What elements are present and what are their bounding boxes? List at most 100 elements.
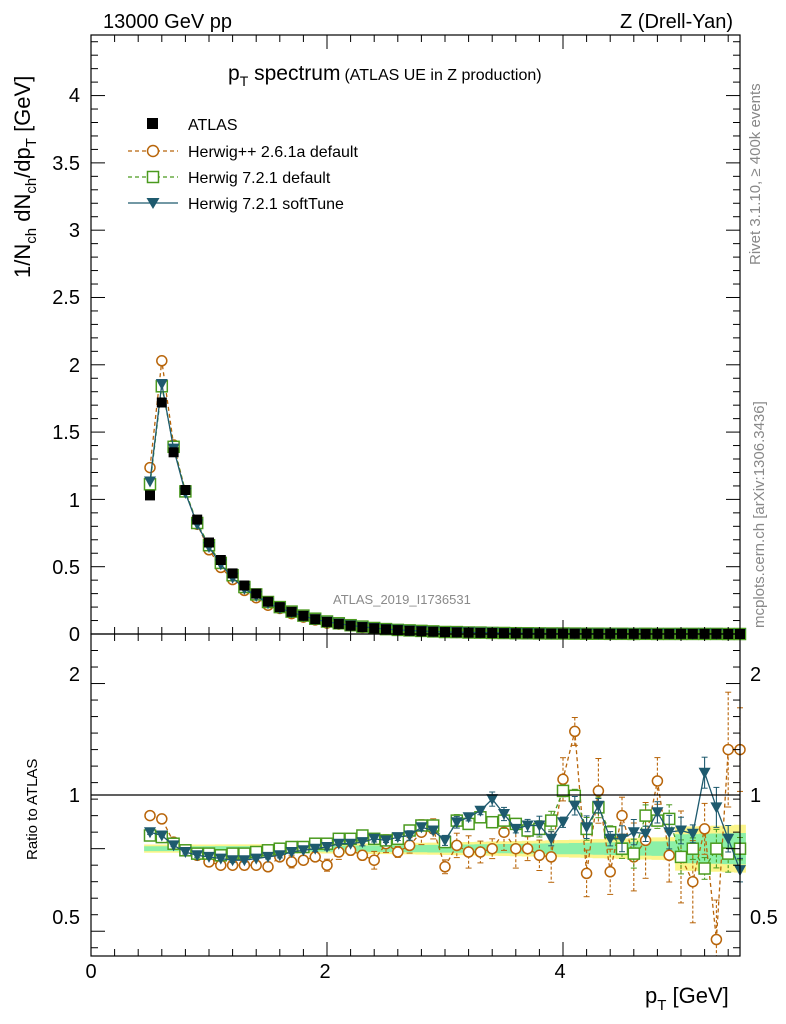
- ratio-uncertainty-bands: [144, 824, 746, 873]
- x-tick-label: 4: [554, 961, 565, 983]
- ratio-point-herwig721: [639, 809, 652, 822]
- ratio-point-herwigpp: [545, 851, 557, 863]
- ratio-point-herwigpp: [569, 725, 581, 738]
- ratio-point-softtune: [356, 837, 369, 849]
- main-point-atlas: [215, 555, 226, 565]
- ratio-point-herwigpp: [439, 861, 451, 873]
- ratio-point-softtune: [285, 847, 298, 858]
- ratio-point-herwigpp: [533, 849, 546, 862]
- ratio-point-softtune: [521, 820, 534, 832]
- y-tick-label: 2: [69, 355, 80, 377]
- ratio-point-herwigpp: [297, 854, 310, 866]
- mcplots-label: mcplots.cern.ch [arXiv:1306.3436]: [751, 401, 768, 628]
- ratio-point-herwigpp: [710, 933, 723, 946]
- y-tick-label: 0: [69, 624, 80, 646]
- ratio-tick-label-right: 2: [750, 664, 761, 686]
- ratio-point-softtune: [486, 794, 499, 806]
- ratio-point-herwigpp: [403, 839, 416, 852]
- main-point-softtune: [155, 379, 168, 390]
- main-point-atlas: [168, 447, 179, 458]
- ratio-point-herwigpp: [687, 875, 699, 888]
- process-label: Z (Drell-Yan): [620, 11, 733, 33]
- main-point-herwigpp: [156, 355, 168, 367]
- ratio-point-softtune: [568, 800, 581, 812]
- ratio-point-herwig721: [710, 842, 723, 855]
- main-point-atlas: [263, 596, 273, 607]
- ratio-point-herwig721: [485, 815, 499, 829]
- ratio-point-herwigpp: [486, 842, 498, 855]
- main-point-herwigpp: [144, 461, 156, 474]
- ratio-tick-label-right: 1: [750, 785, 761, 807]
- ratio-point-softtune: [533, 820, 546, 832]
- ratio-point-softtune: [604, 833, 617, 845]
- main-point-atlas: [204, 537, 214, 548]
- ratio-point-softtune: [415, 822, 428, 834]
- main-point-atlas: [227, 568, 238, 579]
- main-point-atlas: [298, 610, 309, 621]
- main-point-atlas: [451, 627, 462, 638]
- x-axis-label: pT [GeV]: [645, 983, 729, 1014]
- ratio-point-herwig721: [627, 847, 641, 860]
- ratio-tick-label: 0.5: [52, 907, 80, 929]
- y-tick-label: 3.5: [52, 153, 80, 175]
- legend-herwigpp-marker: [146, 144, 160, 158]
- ratio-point-herwigpp: [262, 861, 274, 873]
- analysis-watermark: ATLAS_2019_I1736531: [333, 592, 471, 607]
- y-tick-label: 2.5: [52, 287, 80, 309]
- main-point-atlas: [357, 622, 368, 633]
- ratio-point-softtune: [557, 817, 569, 829]
- ratio-point-herwigpp: [510, 842, 522, 855]
- ratio-point-herwigpp: [285, 856, 298, 868]
- main-point-softtune: [144, 476, 156, 488]
- ratio-band-stat: [144, 833, 746, 865]
- main-point-atlas: [404, 625, 415, 636]
- main-point-atlas: [475, 627, 486, 638]
- x-tick-label: 0: [85, 961, 96, 983]
- ratio-tick-label: 2: [69, 664, 80, 686]
- ratio-point-herwigpp: [356, 849, 369, 862]
- ratio-point-softtune: [498, 809, 510, 820]
- ratio-point-herwigpp: [392, 846, 404, 858]
- ratio-point-herwig721: [698, 862, 711, 875]
- ratio-point-softtune: [439, 835, 451, 847]
- main-point-atlas: [428, 626, 439, 637]
- ratio-point-softtune: [155, 830, 168, 842]
- ratio-point-softtune: [427, 825, 440, 837]
- ratio-point-herwigpp: [557, 773, 569, 786]
- ratio-point-softtune: [545, 833, 558, 845]
- ratio-point-softtune: [450, 817, 463, 829]
- ratio-point-softtune: [309, 843, 322, 855]
- ratio-point-softtune: [663, 827, 676, 839]
- legend-atlas-label: ATLAS: [188, 117, 238, 134]
- ratio-point-softtune: [675, 825, 687, 837]
- plot-title: pT spectrum (ATLAS UE in Z production): [228, 62, 542, 89]
- ratio-tick-label: 1: [69, 785, 80, 807]
- main-point-atlas: [156, 397, 167, 408]
- y-tick-label: 3: [69, 220, 80, 242]
- axis-ticks: [90, 35, 740, 956]
- main-point-atlas: [310, 614, 321, 625]
- ratio-point-softtune: [191, 850, 204, 862]
- ratio-point-softtune: [344, 838, 357, 850]
- legend-atlas-marker: [147, 118, 158, 129]
- ratio-point-softtune: [179, 847, 192, 858]
- ratio-point-herwigpp: [604, 866, 616, 878]
- ratio-point-softtune: [592, 800, 605, 812]
- ratio-point-softtune: [639, 828, 652, 840]
- ratio-point-herwig721: [544, 814, 558, 827]
- ratio-point-softtune: [722, 833, 735, 845]
- ratio-point-softtune: [616, 833, 628, 845]
- y-axis-label: 1/Nch dNch/dpT [GeV]: [10, 76, 40, 278]
- y-tick-label: 1: [69, 490, 80, 512]
- ratio-point-softtune: [627, 827, 640, 839]
- ratio-point-softtune: [380, 835, 392, 847]
- ratio-point-herwig721: [674, 850, 688, 864]
- main-point-atlas: [180, 485, 191, 495]
- ratio-point-herwigpp: [451, 839, 463, 852]
- ratio-point-herwigpp: [663, 849, 675, 862]
- rivet-label: Rivet 3.1.10, ≥ 400k events: [747, 83, 764, 265]
- legend-herwigpp-label: Herwig++ 2.6.1a default: [188, 144, 358, 161]
- ratio-point-softtune: [686, 828, 699, 840]
- main-point-atlas: [333, 618, 344, 629]
- ratio-point-softtune: [167, 840, 180, 852]
